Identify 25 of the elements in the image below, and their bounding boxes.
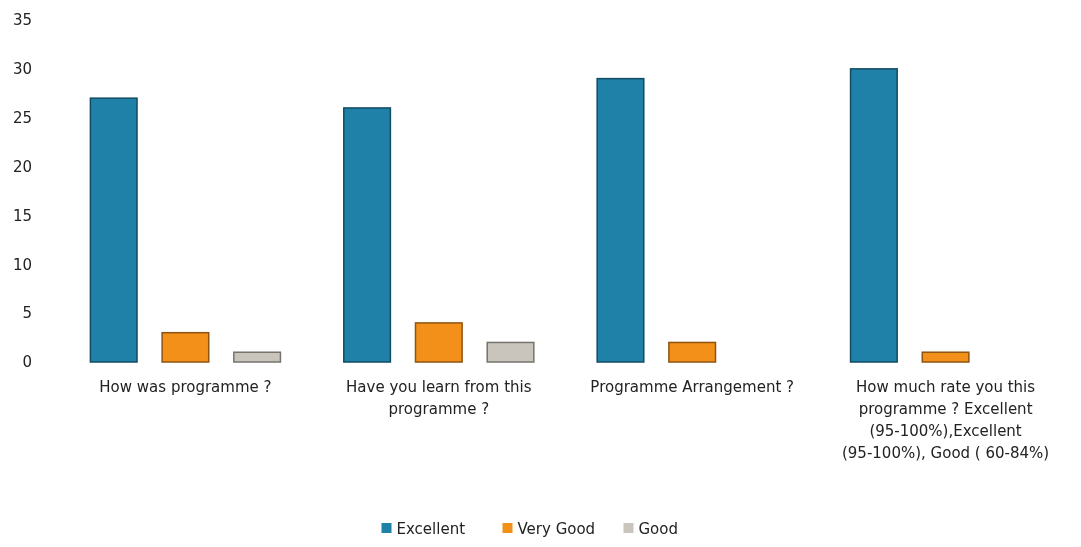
x-tick-label: How much rate you this programme ? Excellent (95-100%),Excellent (95-100%), Good ( 60-84%) — [841, 378, 1050, 462]
legend-label: Good — [638, 520, 678, 539]
legend-label: Excellent — [396, 520, 466, 539]
bar — [161, 331, 210, 363]
y-tick-label: 15 — [12, 206, 32, 225]
y-tick-label: 30 — [12, 60, 32, 79]
y-tick-label: 5 — [22, 304, 32, 323]
bar — [596, 77, 645, 363]
bar — [668, 341, 717, 363]
y-tick-label: 35 — [12, 11, 32, 30]
bar — [486, 341, 535, 363]
bar — [414, 322, 463, 363]
x-tick-label: How was programme ? — [99, 378, 272, 396]
y-tick-label: 25 — [12, 108, 32, 127]
bar — [89, 97, 138, 363]
bar — [233, 351, 282, 363]
y-tick-label: 20 — [12, 157, 32, 176]
y-tick-label: 10 — [12, 255, 32, 274]
bar — [849, 68, 898, 363]
bar — [343, 107, 392, 363]
x-tick-label: Have you learn from this programme ? — [346, 378, 532, 418]
bar — [921, 351, 970, 363]
y-tick-label: 0 — [22, 353, 32, 372]
x-tick-label: Programme Arrangement ? — [590, 378, 795, 396]
legend-label: Very Good — [517, 520, 596, 539]
